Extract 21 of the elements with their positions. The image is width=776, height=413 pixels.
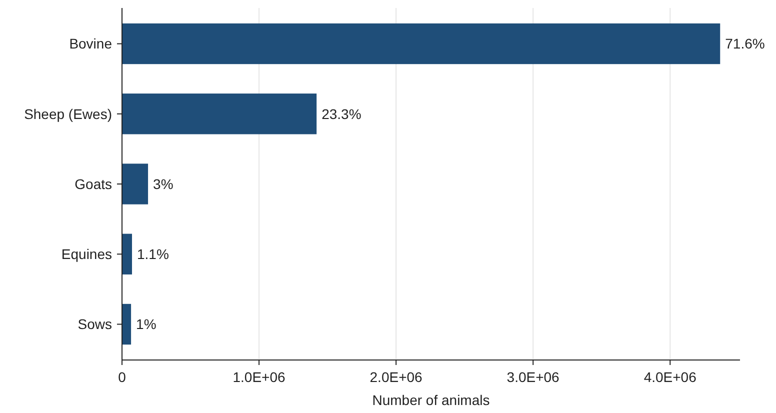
annotation: 71.6%	[725, 36, 765, 52]
x-tick-label: 1.0E+06	[232, 369, 286, 385]
bar	[122, 94, 317, 134]
annotation: 1%	[136, 316, 156, 332]
bar	[122, 164, 148, 204]
x-tick-label: 4.0E+06	[644, 369, 697, 385]
x-axis-title: Number of animals	[372, 392, 490, 408]
annotation: 23.3%	[322, 106, 362, 122]
bar	[122, 234, 132, 274]
y-tick-label: Sows	[78, 316, 112, 332]
bar	[122, 304, 132, 345]
y-tick-label: Equines	[61, 246, 112, 262]
y-tick-label: Sheep (Ewes)	[24, 106, 112, 122]
y-tick-label: Goats	[74, 176, 112, 192]
x-tick-label: 0	[118, 369, 126, 385]
x-tick-label: 2.0E+06	[370, 369, 423, 385]
y-tick-label: Bovine	[69, 36, 112, 52]
annotation: 1.1%	[137, 246, 169, 262]
bar	[122, 23, 720, 64]
annotation: 3%	[153, 176, 174, 192]
x-tick-label: 3.0E+06	[506, 369, 560, 385]
